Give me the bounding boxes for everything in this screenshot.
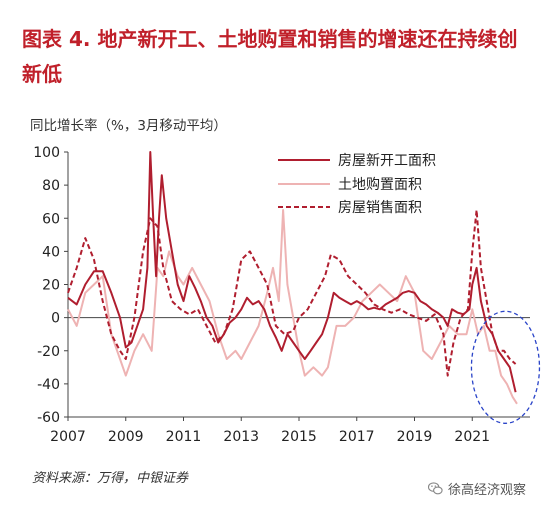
highlight-ellipse — [470, 310, 541, 424]
legend-label-2: 房屋销售面积 — [338, 200, 422, 216]
y-tick-label: 40 — [42, 244, 60, 260]
watermark-text: 徐高经济观察 — [448, 483, 527, 498]
watermark: 徐高经济观察 — [428, 479, 526, 498]
y-axis-label: 同比增长率（%，3月移动平均） — [30, 118, 227, 134]
x-tick-label: 2017 — [339, 429, 375, 445]
x-tick-label: 2011 — [166, 429, 202, 445]
series-line-1 — [67, 209, 518, 405]
chart-title: 图表 4. 地产新开工、土地购置和销售的增速还在持续创新低 — [22, 27, 518, 86]
x-tick-label: 2019 — [397, 429, 433, 445]
source-note: 资料来源：万得，中银证券 — [32, 471, 189, 486]
y-tick-label: 0 — [51, 311, 60, 327]
y-tick-label: 80 — [42, 178, 60, 194]
x-tick-label: 2007 — [50, 429, 86, 445]
y-tick-label: -40 — [37, 377, 60, 393]
x-tick-label: 2013 — [223, 429, 259, 445]
y-tick-label: -20 — [37, 344, 60, 360]
y-tick-label: 60 — [42, 211, 60, 227]
x-tick-label: 2021 — [454, 429, 490, 445]
x-tick-label: 2009 — [108, 429, 144, 445]
series-line-0 — [67, 151, 517, 393]
chart-canvas: -60 -40 -20 0 20 40 60 80 100 2007 2009 2011 2013 201… — [33, 145, 541, 445]
legend-label-1: 土地购置面积 — [338, 177, 422, 193]
legend-label-0: 房屋新开工面积 — [338, 153, 436, 169]
y-tick-label: -60 — [37, 410, 60, 426]
wechat-icon — [428, 482, 443, 495]
y-tick-label: 100 — [33, 145, 60, 161]
x-tick-label: 2015 — [281, 429, 317, 445]
y-tick-label: 20 — [42, 278, 60, 294]
